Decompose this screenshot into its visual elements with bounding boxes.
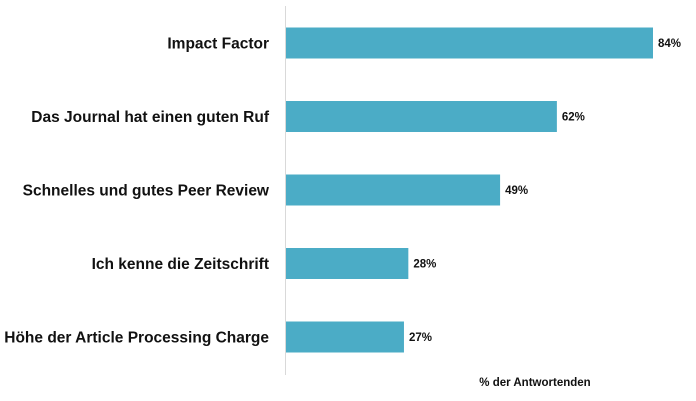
value-label-4: 27% xyxy=(409,332,432,344)
value-label-2: 49% xyxy=(505,185,528,197)
category-label-4: Höhe der Article Processing Charge xyxy=(4,330,269,347)
value-label-3: 28% xyxy=(413,259,436,271)
bars-group xyxy=(286,27,653,353)
value-label-1: 62% xyxy=(562,112,585,124)
category-labels: Impact Factor Das Journal hat einen guten… xyxy=(4,36,270,347)
category-label-3: Ich kenne die Zeitschrift xyxy=(92,256,269,273)
bar-0 xyxy=(286,27,653,59)
category-label-0: Impact Factor xyxy=(167,36,269,53)
x-axis-title: % der Antwortenden xyxy=(479,377,590,389)
bar-3 xyxy=(286,248,409,279)
bar-4 xyxy=(286,321,404,353)
category-label-1: Das Journal hat einen guten Ruf xyxy=(31,109,270,126)
bar-2 xyxy=(286,174,501,206)
bar-1 xyxy=(286,101,557,132)
value-labels: 84% 62% 49% 28% 27% xyxy=(409,38,681,344)
category-label-2: Schnelles und gutes Peer Review xyxy=(23,183,270,200)
value-label-0: 84% xyxy=(658,38,681,50)
